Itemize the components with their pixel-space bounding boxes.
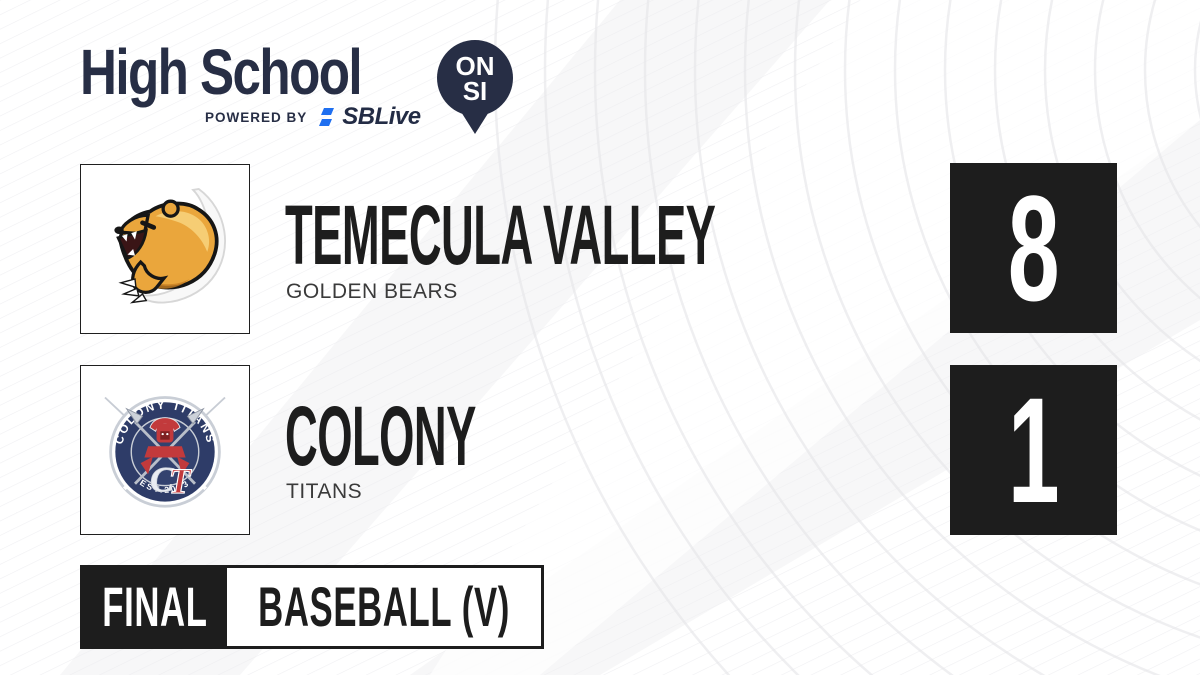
team1-name: TEMECULA VALLEY [285,188,716,282]
badge-monogram-c: C [150,459,175,499]
team2-score-box: 1 [950,365,1117,535]
final-label: FINAL [102,575,208,638]
header: High School ON SI [80,40,514,136]
footer-status-badge: FINAL BASEBALL (V) [80,565,544,649]
brand-title: High School [80,36,363,108]
event-segment: BASEBALL (V) [227,568,541,646]
team2-score: 1 [1007,366,1060,534]
powered-by-row: POWERED BY SBLive [205,103,421,131]
pin-text-on: ON [456,51,495,81]
sblive-wordmark: SBLive [342,103,421,130]
event-label: BASEBALL (V) [258,575,510,638]
team1-score: 8 [1007,164,1060,332]
sblive-s-icon [319,108,335,126]
sblive-logo: SBLive [316,103,421,131]
badge-monogram-t: T [169,461,192,501]
powered-by-label: POWERED BY [205,109,308,125]
on-si-pin-icon: ON SI [437,40,513,134]
team2-name: COLONY [285,389,476,483]
team1-logo-box [80,164,250,334]
final-segment: FINAL [83,568,227,646]
colony-titans-logo: COLONY TITANS EST.2003 C T [104,396,226,508]
pin-text-si: SI [463,76,488,106]
temecula-golden-bears-logo [114,188,226,304]
brand-wrap: High School [80,40,418,104]
team1-score-box: 8 [950,163,1117,333]
team2-mascot: TITANS [286,480,363,503]
team1-mascot: GOLDEN BEARS [286,280,458,303]
team2-logo-box: COLONY TITANS EST.2003 C T [80,365,250,535]
